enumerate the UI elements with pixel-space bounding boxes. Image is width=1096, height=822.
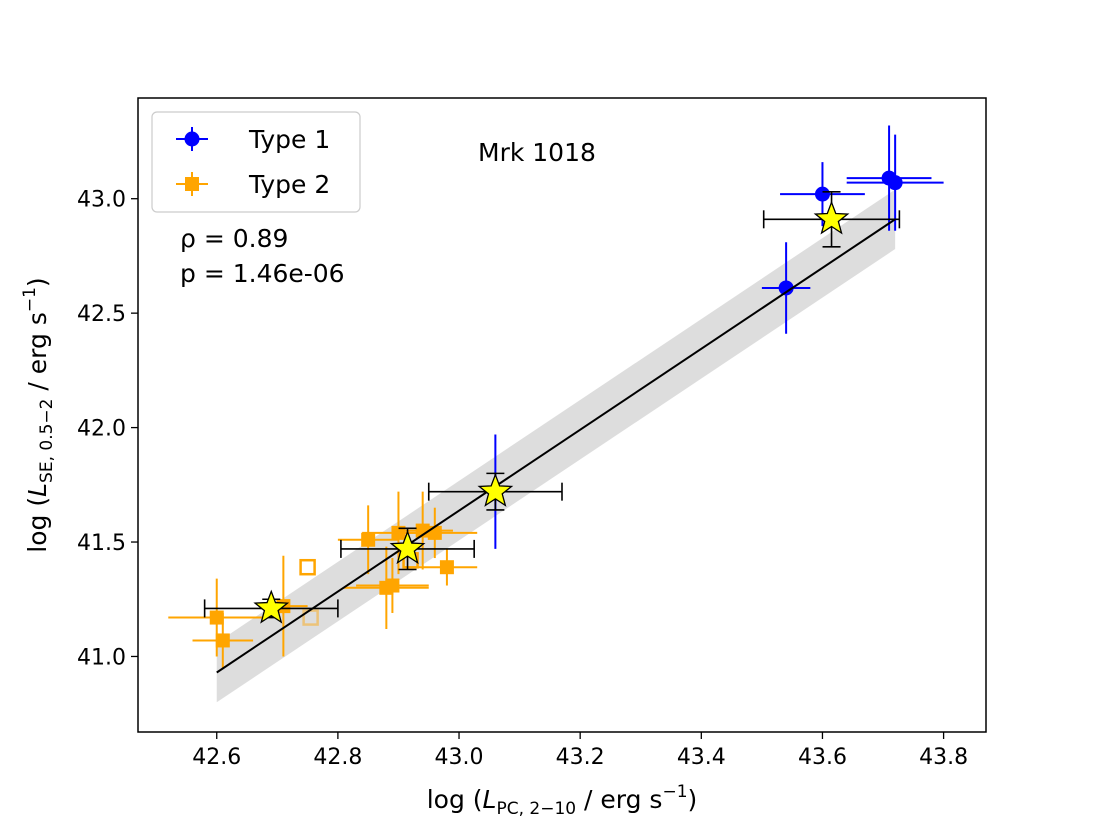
type1-point-4: [887, 175, 903, 191]
y-tick-label-2: 42.0: [77, 417, 126, 442]
legend-box: [151, 111, 361, 213]
y-tick-label-1: 41.5: [77, 531, 126, 556]
type2-point-7: [415, 523, 430, 538]
type2-point-5: [385, 578, 400, 593]
fit-line: [216, 218, 896, 674]
type1-point-2: [814, 186, 830, 202]
y-tick-label-0: 41.0: [77, 645, 126, 670]
rho-label: ρ = 0.89: [180, 224, 288, 253]
axis-ticks: 42.6 42.8 43.0 43.2 43.4 43.6 43.8 41.0 41.5 42.0…: [77, 188, 968, 770]
legend-marker-type2: [176, 172, 208, 196]
type2-point-9: [439, 560, 454, 575]
type2-point-3: [361, 532, 376, 547]
mrk1018-star-1: [389, 530, 426, 565]
y-axis-title: log (LSE, 0.5−2 / erg s−1): [20, 277, 57, 552]
x-tick-label-5: 43.6: [798, 745, 847, 770]
p-value-label: p = 1.46e-06: [180, 259, 345, 288]
x-tick-label-1: 42.8: [313, 745, 362, 770]
type2-point-1: [215, 633, 230, 648]
x-tick-label-4: 43.4: [677, 745, 726, 770]
legend-marker-type1: [176, 127, 208, 151]
annotation-mrk1018: Mrk 1018: [478, 138, 596, 167]
x-axis-title: log (LPC, 2−10 / erg s−1): [427, 782, 698, 819]
plot-frame: [137, 97, 987, 733]
x-tick-label-2: 43.0: [435, 745, 484, 770]
legend-label-type1: Type 1: [248, 125, 330, 154]
type2-point-0: [209, 610, 224, 625]
y-tick-label-4: 43.0: [77, 188, 126, 213]
mrk1018-star-2: [477, 472, 514, 507]
type2-open-point-0: [299, 558, 316, 576]
x-tick-label-6: 43.8: [919, 745, 968, 770]
mrk1018-star-3: [813, 200, 850, 235]
legend-label-type2: Type 2: [248, 170, 330, 199]
legend: Type 1 Type 2: [151, 111, 361, 213]
x-tick-label-3: 43.2: [556, 745, 605, 770]
y-tick-label-3: 42.5: [77, 302, 126, 327]
mrk1018-star-0: [253, 589, 290, 624]
type1-point-1: [778, 280, 794, 296]
plot-area: [168, 125, 944, 703]
x-tick-label-0: 42.6: [192, 745, 241, 770]
